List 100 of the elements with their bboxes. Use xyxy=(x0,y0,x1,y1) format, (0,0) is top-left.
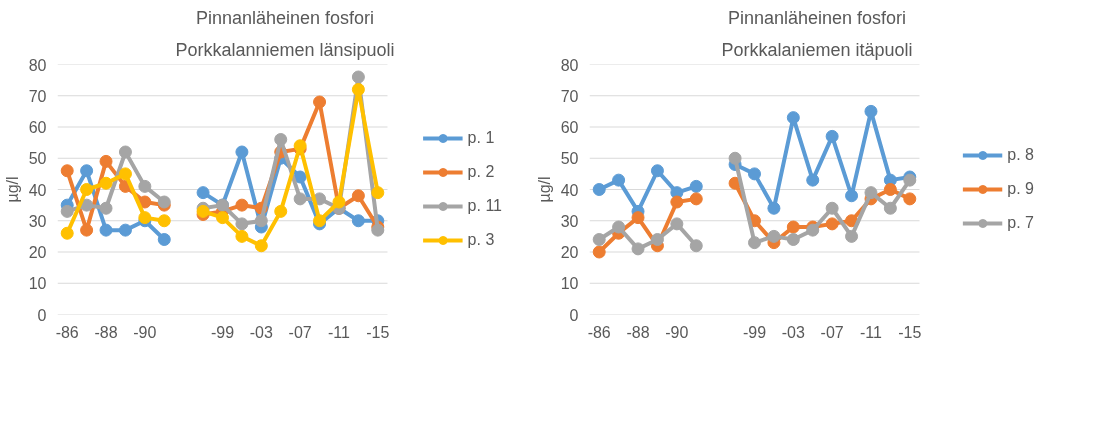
point xyxy=(118,223,132,237)
x-tick-label: -03 xyxy=(781,323,805,341)
y-tick-label: 40 xyxy=(560,181,579,199)
y-tick-label: 0 xyxy=(37,306,47,324)
point xyxy=(293,192,307,206)
x-tick-label: -86 xyxy=(587,323,611,341)
point xyxy=(883,183,897,196)
point xyxy=(254,239,268,253)
point xyxy=(332,195,346,209)
y-tick-label: 20 xyxy=(28,244,47,261)
point xyxy=(99,154,113,168)
point xyxy=(825,217,839,231)
point xyxy=(864,186,878,200)
point xyxy=(293,170,307,184)
x-tick-label: -11 xyxy=(860,323,883,341)
point xyxy=(138,195,152,209)
legend-label: p. 7 xyxy=(1007,214,1034,232)
point xyxy=(767,229,781,243)
x-tick-label: -88 xyxy=(94,323,118,341)
y-tick-label: 70 xyxy=(28,87,47,105)
x-tick-label: -07 xyxy=(288,323,312,341)
point xyxy=(650,164,664,178)
y-tick-label: 80 xyxy=(560,56,579,74)
y-tick-label: 70 xyxy=(560,87,579,105)
point xyxy=(60,204,74,218)
point xyxy=(612,220,626,234)
point xyxy=(254,214,268,228)
point xyxy=(786,111,800,125)
y-tick-label: 80 xyxy=(28,56,47,74)
x-tick-label: -86 xyxy=(55,323,79,341)
chart-subtitle: Porkkalanniemen länsipuoli xyxy=(175,39,395,60)
point xyxy=(80,164,94,178)
x-tick-label: -15 xyxy=(366,323,390,341)
chart-subtitle: Porkkalaniemen itäpuoli xyxy=(721,39,913,60)
x-tick-label: -07 xyxy=(820,323,844,341)
point xyxy=(748,236,761,250)
point xyxy=(631,211,645,225)
point xyxy=(845,189,859,203)
y-tick-label: 20 xyxy=(560,244,579,261)
point xyxy=(864,104,878,118)
y-tick-label: 10 xyxy=(560,275,579,293)
point xyxy=(157,233,171,246)
point xyxy=(138,179,152,193)
y-tick-label: 30 xyxy=(560,212,579,230)
point xyxy=(351,189,365,203)
point xyxy=(786,233,800,246)
point xyxy=(80,198,94,212)
y-tick-label: 0 xyxy=(569,306,579,324)
point xyxy=(235,145,249,159)
point xyxy=(650,233,664,246)
point xyxy=(351,70,365,84)
point xyxy=(313,95,327,109)
legend-label: p. 11 xyxy=(467,197,502,215)
point xyxy=(351,83,365,96)
point xyxy=(274,133,288,146)
point xyxy=(728,151,742,165)
y-tick-label: 40 xyxy=(28,181,47,199)
x-tick-label: -90 xyxy=(133,323,157,341)
point xyxy=(845,229,859,243)
y-tick-label: 60 xyxy=(560,119,579,136)
point xyxy=(235,198,249,212)
chart-title: Pinnanläheinen fosfori xyxy=(727,7,907,28)
point xyxy=(80,223,94,237)
x-tick-label: -03 xyxy=(249,323,273,341)
legend-label: p. 8 xyxy=(1007,146,1034,164)
chart-title: Pinnanläheinen fosfori xyxy=(195,7,375,28)
y-tick-label: 30 xyxy=(28,212,47,230)
point xyxy=(689,239,703,253)
point xyxy=(903,192,917,206)
point xyxy=(80,183,94,196)
point xyxy=(592,245,606,259)
point xyxy=(767,201,781,215)
point xyxy=(806,173,820,187)
point xyxy=(825,129,839,143)
point xyxy=(670,195,684,209)
point xyxy=(786,220,800,234)
x-tick-label: -99 xyxy=(742,323,767,341)
point xyxy=(351,214,365,228)
point xyxy=(99,176,113,190)
point xyxy=(157,214,171,228)
point xyxy=(99,223,113,237)
point xyxy=(631,242,645,256)
point xyxy=(118,145,132,159)
point xyxy=(883,201,897,215)
point xyxy=(592,233,606,246)
point xyxy=(235,229,249,243)
x-tick-label: -15 xyxy=(898,323,922,341)
point xyxy=(235,217,249,231)
x-tick-label: -88 xyxy=(626,323,650,341)
point xyxy=(60,226,74,240)
point xyxy=(612,173,626,187)
y-tick-label: 10 xyxy=(28,275,47,293)
point xyxy=(825,201,839,215)
point xyxy=(60,164,74,178)
point xyxy=(670,217,684,231)
point xyxy=(748,167,761,181)
y-tick-label: 50 xyxy=(28,150,47,168)
legend-label: p. 2 xyxy=(467,163,495,181)
point xyxy=(196,186,210,200)
y-axis-title: µg/l xyxy=(535,176,553,203)
